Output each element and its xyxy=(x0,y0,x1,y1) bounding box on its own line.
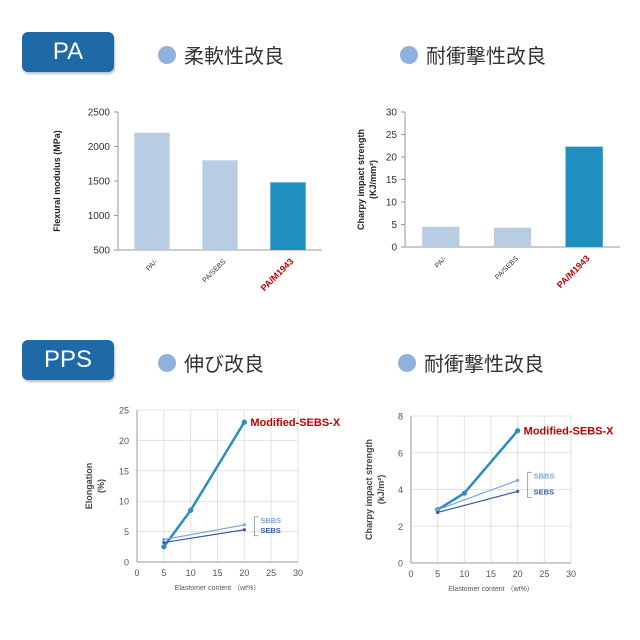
charpy-line-chart-series-point xyxy=(436,508,440,512)
elongation-chart-series-point xyxy=(162,537,166,542)
charpy-line-chart-series-label: SBBS xyxy=(534,471,555,480)
charpy-bar-chart-y-tick-label: 15 xyxy=(386,175,398,186)
elongation-chart-y-tick-label: 25 xyxy=(119,406,129,416)
flexural-chart-bar xyxy=(270,182,306,250)
elongation-chart-y-tick-label: 5 xyxy=(124,527,129,537)
elongation-chart-series-label: SBBS xyxy=(260,516,281,525)
flexural-chart-y-tick-label: 2000 xyxy=(88,142,111,153)
charpy-bar-chart-y-label: Charpy impact strength xyxy=(356,129,366,230)
charpy-line-chart-y-label: Charpy impact strength xyxy=(364,439,374,540)
charpy-line-chart-y-tick-label: 2 xyxy=(398,522,403,532)
elongation-chart-series-point xyxy=(242,528,246,532)
charpy-line-chart-y-tick-label: 0 xyxy=(398,559,403,569)
charpy-line-chart-x-tick-label: 0 xyxy=(408,569,413,579)
elongation-chart-x-tick-label: 5 xyxy=(161,568,166,578)
elongation-chart-y-label: Elongation xyxy=(84,463,94,510)
elongation-chart-legend-bracket xyxy=(253,516,259,537)
elongation-chart-y-tick-label: 20 xyxy=(119,436,129,446)
elongation-chart-series-point xyxy=(241,419,247,425)
charpy-line-chart-series-label: Modified-SEBS-X xyxy=(524,426,614,438)
pa-heading-impact: 耐衝撃性改良 xyxy=(400,40,546,69)
pps-heading-impact-text: 耐衝撃性改良 xyxy=(424,352,544,376)
charpy-line-chart-series-line xyxy=(437,429,519,511)
charpy-line-chart-legend-bracket xyxy=(527,471,532,498)
charpy-bar-chart-y-tick-label: 0 xyxy=(391,243,397,254)
charpy-bar-chart-y-tick-label: 10 xyxy=(386,198,398,209)
flexural-chart-y-tick-label: 1500 xyxy=(88,177,111,188)
charpy-line-chart-y-tick-label: 6 xyxy=(398,448,403,458)
charpy-line-chart-series-point xyxy=(461,490,467,496)
charpy-line-chart-x-label: Elastomer content （wt%） xyxy=(448,585,534,593)
charpy-line-chart-series-point xyxy=(436,510,440,515)
elongation-chart-y-tick-label: 15 xyxy=(119,466,129,476)
elongation-chart-x-tick-label: 25 xyxy=(266,568,276,578)
pps-badge: PPS xyxy=(22,340,114,380)
elongation-chart-series-line xyxy=(163,529,245,544)
charpy-bar-chart-bar xyxy=(565,146,603,247)
bullet-dot-icon xyxy=(398,353,416,372)
charpy-line-chart-x-tick-label: 5 xyxy=(435,569,440,579)
elongation-chart-series-label: SEBS xyxy=(260,526,280,535)
pa-heading-flexibility-text: 柔軟性改良 xyxy=(184,44,284,68)
charpy-line-chart-series-point xyxy=(516,478,520,482)
charpy-line-chart-x-tick-label: 25 xyxy=(539,569,549,579)
charpy-bar-chart-y-tick-label: 20 xyxy=(386,153,398,164)
elongation-chart-x-tick-label: 20 xyxy=(239,568,249,578)
flexural-chart-x-tick-label: PA/M1943 xyxy=(259,256,296,293)
pa-heading-flexibility: 柔軟性改良 xyxy=(158,40,284,69)
charpy-line-chart-series-line xyxy=(437,479,518,511)
flexural-chart-y-tick-label: 500 xyxy=(93,246,110,257)
flexural-chart-bar xyxy=(202,160,238,250)
flexural-chart-y-label: Flexural modulus (MPa) xyxy=(52,130,62,232)
elongation-chart-series-point xyxy=(188,507,194,513)
elongation-chart-series-point xyxy=(242,523,246,527)
pps-heading-elongation-text: 伸び改良 xyxy=(184,352,264,376)
charpy-line-chart-x-tick-label: 20 xyxy=(513,569,523,579)
charpy-bar-chart-y-label-unit: (KJ/mm²) xyxy=(368,160,378,199)
pa-heading-impact-text: 耐衝撃性改良 xyxy=(426,44,546,68)
elongation-chart-series-point xyxy=(161,544,167,550)
charpy-line-chart-series-point xyxy=(516,489,520,493)
charpy-bar-chart-bar xyxy=(493,227,532,247)
charpy-line-chart-series-point xyxy=(515,428,521,434)
elongation-chart-x-tick-label: 0 xyxy=(134,568,139,578)
charpy-bar-chart-y-tick-label: 25 xyxy=(386,130,398,141)
charpy-bar-chart-bar xyxy=(422,226,460,247)
charpy-line-chart-y-tick-label: 8 xyxy=(398,412,403,422)
charpy-bar-chart-x-tick-label: PA/- xyxy=(434,255,449,270)
charpy-line-chart-series-label: SEBS xyxy=(534,487,554,496)
charpy-bar-chart-x-tick-label: PA/SEBS xyxy=(494,255,520,281)
charpy-line-chart-x-tick-label: 15 xyxy=(486,569,496,579)
elongation-chart-y-tick-label: 0 xyxy=(124,558,129,568)
pps-heading-impact: 耐衝撃性改良 xyxy=(398,348,544,377)
flexural-chart-y-tick-label: 1000 xyxy=(88,211,111,222)
elongation-chart-x-tick-label: 10 xyxy=(186,568,196,578)
charpy-line-chart-x-tick-label: 30 xyxy=(566,569,576,579)
charpy-bar-chart-x-tick-label: PA/M1943 xyxy=(555,253,592,290)
charpy-line-chart-series-line xyxy=(437,490,518,514)
bullet-dot-icon xyxy=(158,353,176,372)
charpy-line-chart-x-tick-label: 10 xyxy=(459,569,469,579)
charpy-line-chart-y-tick-label: 4 xyxy=(398,485,403,495)
pa-badge: PA xyxy=(22,32,114,72)
elongation-chart-y-label-unit: (%) xyxy=(96,479,106,493)
flexural-chart-x-tick-label: PA/- xyxy=(145,258,160,273)
flexural-chart-y-tick-label: 2500 xyxy=(88,108,111,119)
elongation-chart-series-line xyxy=(163,524,245,541)
charpy-line-chart-y-label-unit: (kJ/m²) xyxy=(376,475,386,505)
bullet-dot-icon xyxy=(158,45,176,64)
flexural-chart-x-tick-label: PA/SEBS xyxy=(202,258,228,284)
bullet-dot-icon xyxy=(400,45,418,64)
charpy-bar-chart-y-tick-label: 5 xyxy=(391,220,397,231)
elongation-chart-series-point xyxy=(162,540,166,545)
elongation-chart-series-label: Modified-SEBS-X xyxy=(250,417,340,429)
elongation-chart-y-tick-label: 10 xyxy=(119,497,129,507)
flexural-chart-bar xyxy=(134,132,170,250)
elongation-chart-x-label: Elastomer content （wt%） xyxy=(175,584,261,592)
charpy-bar-chart-y-tick-label: 30 xyxy=(386,108,398,119)
elongation-chart-x-tick-label: 15 xyxy=(212,568,222,578)
elongation-chart-x-tick-label: 30 xyxy=(293,568,303,578)
pps-heading-elongation: 伸び改良 xyxy=(158,348,264,377)
